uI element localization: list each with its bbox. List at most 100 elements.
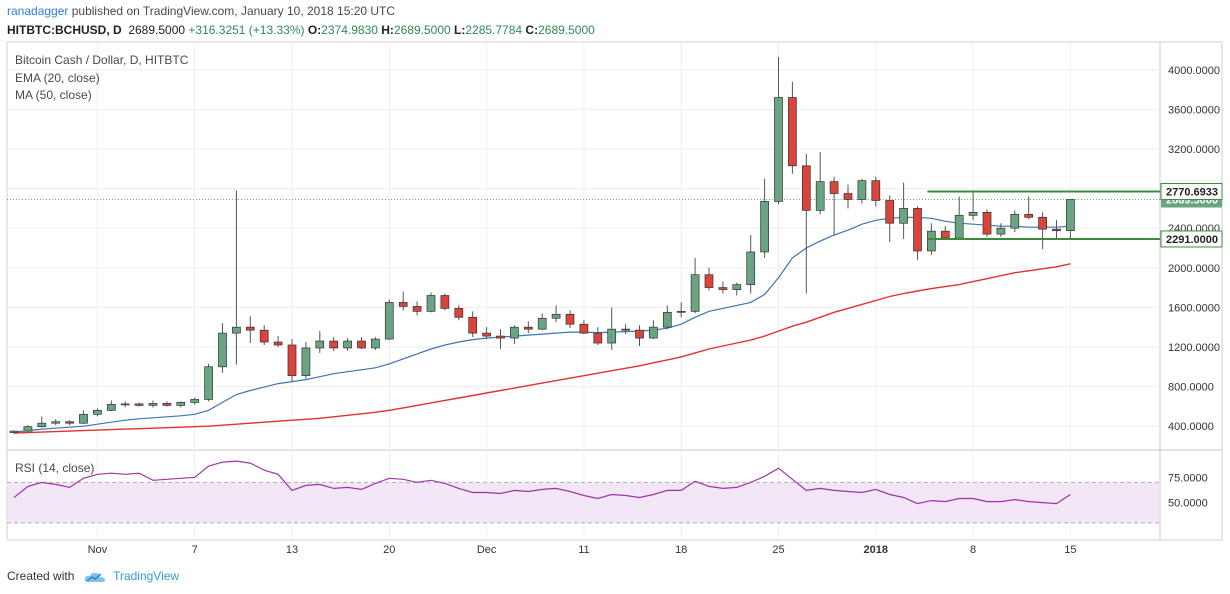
- candle-up: [23, 425, 33, 433]
- candle-body: [315, 340, 325, 349]
- candle-down: [829, 176, 839, 236]
- candle-up: [607, 307, 617, 350]
- candle-up: [815, 151, 825, 215]
- close-label: C:: [525, 23, 539, 37]
- candle-down: [259, 325, 269, 345]
- legend-ma: MA (50, close): [15, 88, 92, 102]
- candle-up: [204, 363, 213, 402]
- candle-body: [93, 409, 102, 415]
- level-price-tag: [1160, 230, 1223, 248]
- candle-body: [9, 430, 19, 433]
- tradingview-brand-link[interactable]: TradingView: [113, 569, 180, 583]
- candle-body: [440, 295, 450, 309]
- price-tick-label: 2000.0000: [1168, 263, 1220, 275]
- time-tick-label: 8: [970, 544, 976, 556]
- candle-down: [1052, 220, 1061, 239]
- candle-body: [815, 181, 825, 211]
- candle-body: [843, 193, 853, 200]
- legend-rsi: RSI (14, close): [15, 461, 94, 475]
- candle-down: [245, 316, 255, 344]
- candle-up: [426, 292, 436, 313]
- candle-body: [120, 403, 130, 406]
- rsi-polyline: [13, 460, 1071, 505]
- candle-down: [635, 325, 644, 346]
- candle-body: [287, 344, 297, 377]
- candle-body: [537, 317, 547, 330]
- candle-up: [676, 302, 686, 318]
- grid-lines: [7, 42, 1160, 540]
- candle-body: [968, 211, 978, 216]
- candle-up: [218, 323, 227, 373]
- candle-body: [927, 230, 936, 252]
- chart-legend-title: Bitcoin Cash / Dollar, D, HITBTC: [15, 53, 189, 67]
- candle-body: [426, 295, 436, 312]
- candle-body: [523, 326, 533, 330]
- time-tick-label: 2018: [864, 544, 888, 556]
- candle-up: [1010, 210, 1020, 233]
- candle-body: [496, 335, 505, 339]
- candle-body: [579, 323, 589, 334]
- candle-down: [718, 281, 728, 294]
- candle-body: [357, 340, 366, 349]
- symbol-label: HITBTC:BCHUSD, D: [7, 23, 122, 37]
- candle-body: [954, 214, 964, 239]
- candle-body: [190, 399, 200, 403]
- candle-up: [551, 305, 561, 323]
- candle-body: [23, 426, 33, 432]
- high-value: 2689.5000: [393, 23, 451, 37]
- candle-up: [106, 400, 116, 412]
- tradingview-cloud-icon: [84, 572, 105, 582]
- candle-down: [134, 402, 144, 407]
- candle-body: [79, 413, 88, 424]
- candle-body: [801, 165, 811, 211]
- candle-up: [315, 331, 325, 353]
- legend-ema: EMA (20, close): [15, 71, 100, 85]
- moving-averages: [13, 216, 1071, 434]
- candle-down: [329, 337, 339, 351]
- level-price-tag-label: 2770.6933: [1166, 186, 1218, 198]
- candles: [9, 56, 1075, 434]
- candle-body: [982, 211, 992, 235]
- candle-up: [690, 257, 700, 314]
- candle-body: [940, 230, 950, 239]
- candle-body: [468, 316, 478, 334]
- candle-up: [732, 282, 742, 296]
- candle-down: [496, 329, 505, 349]
- author-link[interactable]: ranadagger: [7, 4, 69, 18]
- candle-down: [801, 153, 811, 294]
- candle-up: [301, 342, 311, 379]
- candle-down: [982, 209, 992, 238]
- candle-down: [843, 184, 853, 209]
- time-tick-label: Nov: [88, 544, 108, 556]
- candle-up: [371, 337, 380, 350]
- time-tick-label: 25: [772, 544, 784, 556]
- candle-up: [176, 401, 186, 408]
- candle-down: [273, 336, 283, 347]
- chart-area[interactable]: 400.0000 800.0000 1200.0000 1600.0000 2000.0…: [0, 40, 1230, 566]
- candle-body: [704, 274, 714, 288]
- open-value: 2374.9830: [321, 23, 378, 37]
- candle-down: [440, 293, 450, 311]
- candle-body: [857, 180, 867, 200]
- candle-body: [676, 310, 686, 313]
- high-label: H:: [381, 23, 394, 37]
- candle-body: [746, 251, 756, 285]
- candle-body: [218, 332, 227, 368]
- support-resistance-lines[interactable]: [927, 190, 1160, 240]
- chart-frame: [6, 41, 1223, 541]
- candle-body: [635, 329, 644, 339]
- candle-up: [510, 325, 519, 345]
- candle-up: [857, 178, 867, 204]
- candle-up: [537, 313, 547, 331]
- candle-body: [232, 326, 241, 334]
- rsi-tick-label: 50.0000: [1168, 498, 1208, 510]
- candle-down: [287, 339, 297, 382]
- candle-body: [593, 332, 603, 344]
- time-tick-label: 13: [286, 544, 298, 556]
- candle-body: [204, 366, 213, 400]
- price-tick-label: 1200.0000: [1168, 342, 1220, 354]
- candle-down: [523, 321, 533, 334]
- rsi-band-fill: [8, 482, 1159, 523]
- candle-down: [593, 327, 603, 345]
- time-tick-label: 11: [578, 544, 589, 556]
